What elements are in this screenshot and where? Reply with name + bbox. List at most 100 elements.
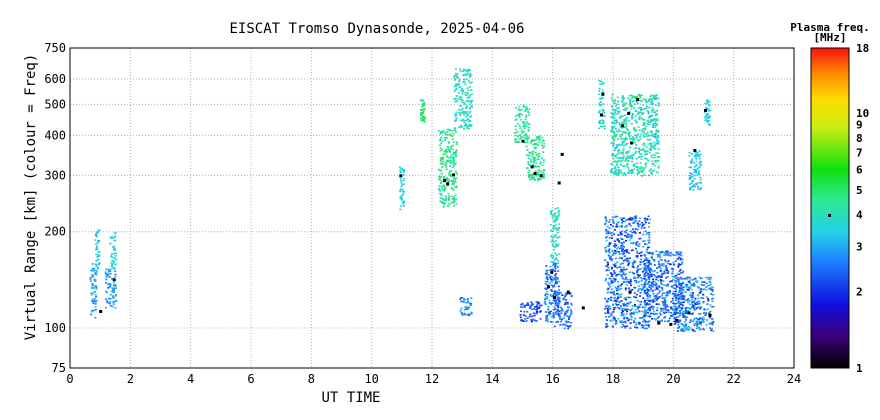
data-point (522, 122, 525, 124)
data-point (109, 273, 112, 275)
data-point (644, 243, 646, 245)
data-point (546, 272, 549, 274)
data-point (616, 215, 619, 218)
data-point (95, 273, 98, 276)
data-point (636, 250, 638, 252)
data-point (643, 318, 646, 321)
data-point (657, 97, 660, 100)
data-point (453, 200, 456, 203)
data-point (612, 115, 615, 118)
data-point (691, 180, 694, 183)
data-point (643, 122, 645, 124)
data-point (525, 154, 528, 156)
data-point (623, 122, 626, 125)
data-point (650, 121, 652, 123)
data-point (704, 314, 707, 316)
data-point (622, 277, 624, 280)
data-point (452, 183, 455, 185)
data-point (643, 313, 646, 316)
data-point (619, 144, 622, 146)
data-point (440, 172, 443, 175)
data-point (453, 151, 455, 154)
data-point (635, 244, 638, 246)
data-point (620, 151, 623, 154)
x-tick-label: 10 (364, 372, 378, 386)
data-point (534, 170, 537, 172)
data-point (461, 126, 464, 128)
data-point (557, 215, 560, 218)
data-point (640, 284, 643, 286)
data-point (96, 245, 98, 248)
data-point (651, 142, 654, 145)
data-point (698, 162, 701, 165)
data-point (442, 206, 445, 208)
data-point (400, 199, 403, 201)
data-point (680, 291, 683, 294)
data-point (616, 287, 619, 290)
data-point (438, 190, 441, 192)
data-point (695, 317, 698, 319)
data-point (553, 249, 555, 251)
data-point-dark (621, 124, 625, 128)
data-point (617, 221, 620, 224)
data-point (452, 156, 455, 158)
data-point (565, 324, 568, 327)
data-point (614, 318, 617, 320)
data-point (454, 115, 457, 117)
data-point (461, 297, 464, 299)
data-point (104, 271, 107, 273)
data-point (621, 99, 624, 101)
data-point (555, 281, 558, 283)
data-point (646, 261, 649, 264)
data-point (616, 174, 619, 177)
data-point (646, 257, 649, 260)
data-point (466, 127, 469, 129)
data-point (654, 160, 657, 162)
data-point (622, 141, 625, 144)
data-point (616, 239, 619, 241)
data-point (670, 312, 673, 314)
data-point (710, 328, 713, 331)
data-point (650, 109, 653, 112)
data-point (675, 309, 678, 311)
data-point (111, 289, 114, 291)
data-point (611, 108, 614, 111)
data-point (614, 278, 616, 281)
data-point (553, 225, 555, 227)
data-point (636, 113, 639, 116)
data-point (643, 267, 646, 270)
data-point (554, 212, 557, 214)
data-point (465, 94, 468, 97)
data-point (627, 281, 630, 283)
data-point (455, 68, 457, 70)
data-point (651, 163, 654, 165)
data-point (440, 157, 442, 159)
data-point (527, 154, 530, 157)
data-point (709, 304, 712, 306)
y-tick-label: 200 (44, 225, 66, 239)
data-point (610, 282, 613, 285)
data-point (620, 121, 623, 124)
data-point (557, 211, 560, 214)
data-point (528, 123, 531, 125)
data-point (112, 266, 115, 269)
data-point (530, 159, 533, 161)
data-point (530, 174, 533, 177)
data-point (556, 310, 559, 312)
data-point (638, 306, 641, 308)
data-point (562, 297, 565, 300)
data-point (458, 96, 461, 98)
data-point (438, 178, 441, 181)
data-point (541, 147, 544, 149)
data-point (644, 255, 647, 257)
data-point (456, 73, 459, 75)
data-point (460, 98, 463, 100)
data-point (649, 95, 652, 98)
data-point (611, 136, 614, 138)
data-point (657, 102, 660, 104)
data-point (613, 307, 616, 309)
data-point (701, 321, 704, 324)
data-point (553, 219, 555, 222)
data-point (626, 128, 628, 130)
data-point (528, 151, 531, 154)
